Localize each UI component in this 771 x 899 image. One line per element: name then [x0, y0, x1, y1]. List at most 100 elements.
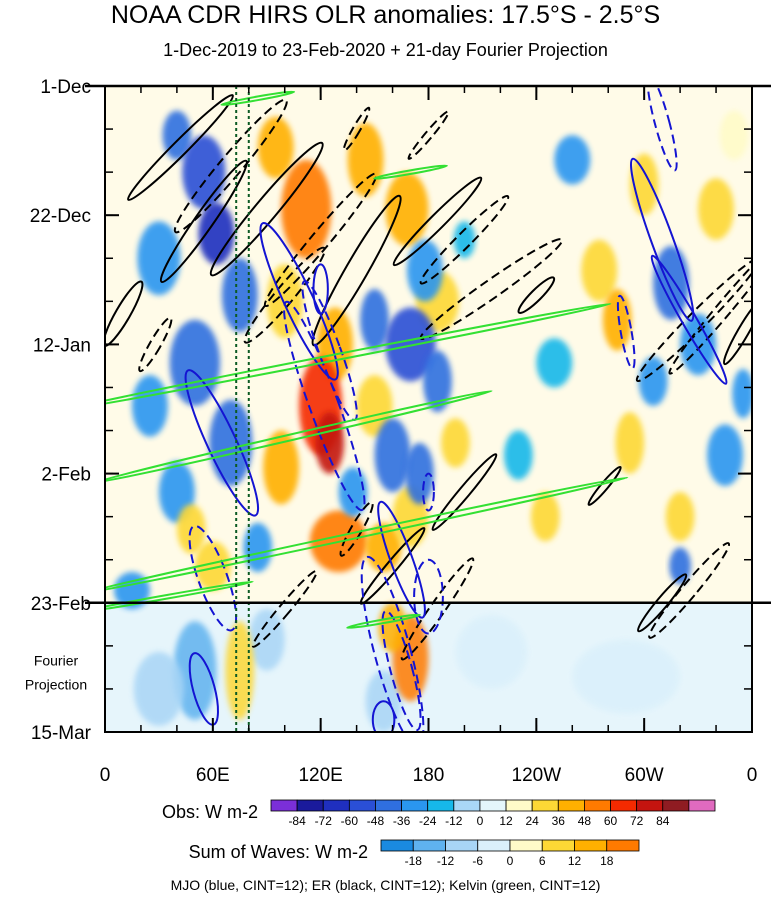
- anomaly-blob-43: [719, 110, 749, 160]
- obs-colorbar-tick-5: -24: [419, 814, 437, 828]
- projection-label-0: Fourier: [34, 652, 79, 668]
- anomaly-blob-55: [248, 608, 285, 671]
- obs-colorbar-swatch-1: [296, 799, 324, 812]
- anomaly-blob-44: [554, 135, 591, 185]
- waves-colorbar-swatch-6: [574, 839, 608, 852]
- er-contour-20: [400, 557, 475, 661]
- obs-colorbar-swatch-14: [636, 799, 664, 812]
- mjo-contour-8: [184, 369, 260, 517]
- chart-subtitle: 1-Dec-2019 to 23-Feb-2020 + 21-day Fouri…: [163, 40, 608, 60]
- anomaly-blob-4: [221, 258, 258, 333]
- anomaly-blob-34: [406, 239, 443, 302]
- waves-colorbar-swatch-5: [541, 839, 575, 852]
- anomaly-blob-18: [315, 412, 345, 474]
- er-contour-13: [722, 299, 752, 366]
- er-contour-24: [342, 106, 371, 152]
- obs-colorbar-swatch-6: [427, 799, 455, 812]
- er-contour-10: [517, 276, 556, 314]
- anomaly-blob-51: [503, 430, 533, 480]
- colorbars: -84 -72 -60 -48 -36 -24 -12 0 12 24 36 48 60 72 84Obs:…: [162, 799, 716, 868]
- er-contour-7: [392, 176, 483, 267]
- anomaly-blob-46: [680, 313, 717, 376]
- anomaly-blob-33: [338, 467, 368, 517]
- anomaly-blob-58: [378, 602, 407, 653]
- mjo-contour-11: [377, 500, 426, 619]
- waves-colorbar-tick-5: 12: [568, 854, 582, 868]
- obs-colorbar-tick-1: -72: [315, 814, 333, 828]
- mjo-contour-0: [646, 86, 678, 172]
- anomaly-blob-3: [137, 221, 181, 296]
- anomaly-blob-48: [707, 424, 744, 486]
- obs-colorbar-tick-11: 48: [578, 814, 592, 828]
- chart-title: NOAA CDR HIRS OLR anomalies: 17.5°S - 2.…: [110, 1, 661, 29]
- anomaly-blob-28: [360, 289, 389, 351]
- obs-colorbar-tick-9: 24: [525, 814, 539, 828]
- anomaly-blob-39: [698, 178, 735, 240]
- kelvin-contour-0: [105, 580, 254, 613]
- x-tick-label-3: 180: [413, 765, 445, 786]
- obs-colorbar-swatch-15: [662, 799, 690, 812]
- anomaly-blob-37: [602, 289, 632, 351]
- obs-colorbar-swatch-12: [584, 799, 611, 812]
- anomaly-blob-45: [653, 245, 690, 320]
- obs-colorbar-tick-12: 60: [604, 814, 618, 828]
- x-tick-label-0: 0: [100, 765, 111, 786]
- obs-colorbar-tick-4: -36: [393, 814, 411, 828]
- obs-colorbar-swatch-9: [505, 799, 533, 812]
- x-tick-label-1: 60E: [196, 765, 230, 786]
- mjo-contour-15: [371, 700, 396, 732]
- obs-colorbar-swatch-4: [375, 799, 402, 812]
- obs-colorbar-swatch-2: [322, 799, 350, 812]
- mjo-contour-1: [629, 157, 695, 322]
- x-tick-label-2: 120E: [298, 765, 342, 786]
- y-tick-label-4: 23-Feb: [31, 594, 91, 615]
- obs-colorbar-tick-14: 84: [656, 814, 670, 828]
- anomaly-blob-9: [243, 522, 273, 573]
- anomaly-blob-12: [281, 159, 332, 259]
- er-contour-22: [637, 573, 688, 633]
- anomaly-blob-60: [455, 615, 528, 689]
- kelvin-contour-4: [105, 476, 629, 594]
- anomaly-blob-13: [347, 122, 384, 197]
- anomaly-blob-20: [356, 375, 393, 437]
- obs-colorbar-tick-13: 72: [630, 814, 644, 828]
- x-tick-label-4: 120W: [512, 765, 562, 786]
- waves-colorbar-swatch-1: [412, 839, 446, 852]
- er-contour-2: [159, 159, 248, 284]
- mjo-contour-7: [283, 300, 366, 512]
- er-contour-1: [173, 98, 288, 234]
- er-contour-21: [648, 542, 731, 639]
- obs-colorbar-tick-3: -48: [367, 814, 385, 828]
- anomaly-blob-49: [669, 547, 691, 585]
- obs-colorbar-tick-7: 0: [477, 814, 484, 828]
- y-tick-label-1: 22-Dec: [30, 206, 91, 227]
- y-tick-label-5: 15-Mar: [31, 723, 92, 744]
- anomaly-blob-47: [638, 356, 668, 406]
- anomaly-blob-32: [405, 442, 434, 505]
- anomaly-blob-11: [257, 116, 294, 179]
- kelvin-contour-1: [220, 90, 296, 106]
- mjo-contour-13: [381, 609, 422, 731]
- obs-colorbar-tick-8: 12: [499, 814, 513, 828]
- contour-legend-text: MJO (blue, CINT=12); ER (black, CINT=12)…: [170, 877, 601, 893]
- er-contour-5: [263, 172, 378, 308]
- anomaly-blob-42: [665, 492, 695, 542]
- obs-colorbar-tick-6: -12: [445, 814, 463, 828]
- anomaly-blob-52: [732, 369, 752, 419]
- kelvin-contour-3: [105, 389, 493, 484]
- er-contour-3: [209, 141, 324, 277]
- obs-colorbar-swatch-13: [610, 799, 638, 812]
- anomaly-blob-25: [441, 418, 470, 468]
- waves-colorbar-swatch-0: [380, 839, 414, 852]
- obs-colorbar-tick-2: -60: [341, 814, 359, 828]
- obs-colorbar-swatch-10: [531, 799, 559, 812]
- waves-colorbar-tick-1: -12: [437, 854, 455, 868]
- mjo-contour-9: [188, 524, 238, 632]
- waves-colorbar-tick-6: 18: [600, 854, 614, 868]
- x-tick-label-5: 60W: [625, 765, 664, 786]
- mjo-contour-12: [360, 555, 425, 732]
- anomaly-blob-59: [225, 621, 255, 720]
- obs-colorbar-swatch-11: [557, 799, 585, 812]
- anomaly-blob-35: [453, 221, 476, 259]
